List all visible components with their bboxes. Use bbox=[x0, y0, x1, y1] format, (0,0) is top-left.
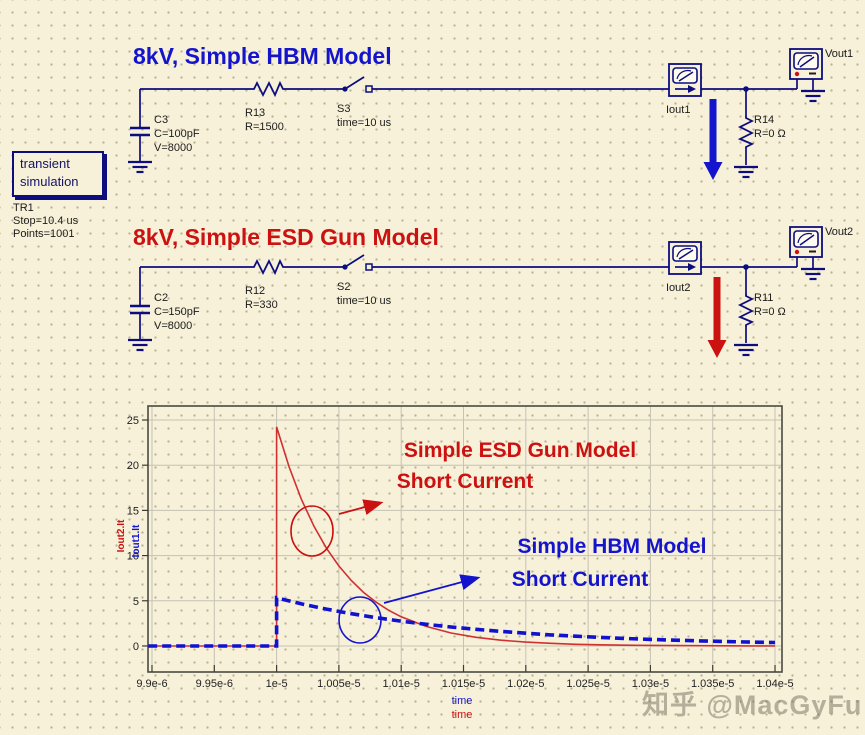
shunt-resistor-value: R=0 Ω bbox=[754, 128, 786, 140]
shunt-resistor-symbol[interactable] bbox=[739, 292, 753, 328]
switch-name: S2 bbox=[337, 281, 350, 293]
capacitor-init: V=8000 bbox=[154, 142, 192, 154]
capacitor-symbol[interactable] bbox=[128, 304, 152, 315]
circuit-hbm[interactable]: 8kV, Simple HBM Model C3 C=100pF V=8000 … bbox=[126, 43, 853, 180]
ammeter-name: Iout2 bbox=[666, 282, 690, 294]
curve-Iout2.It[interactable] bbox=[148, 426, 775, 647]
switch-symbol[interactable] bbox=[341, 76, 373, 93]
annotation-hbm-line2[interactable]: Short Current bbox=[512, 568, 649, 591]
circuit-schematics[interactable]: 8kV, Simple HBM Model C3 C=100pF V=8000 … bbox=[0, 0, 865, 395]
y-tick-label: 15 bbox=[127, 505, 139, 517]
watermark: 知乎 @MacGyFu bbox=[642, 690, 863, 720]
y-tick-label: 5 bbox=[133, 596, 139, 608]
shunt-resistor-value: R=0 Ω bbox=[754, 306, 786, 318]
annotation-esd-line1[interactable]: Simple ESD Gun Model bbox=[404, 439, 636, 462]
switch-name: S3 bbox=[337, 103, 350, 115]
circuit-esd-title[interactable]: 8kV, Simple ESD Gun Model bbox=[133, 224, 439, 250]
capacitor-init: V=8000 bbox=[154, 320, 192, 332]
ammeter-name: Iout1 bbox=[666, 104, 690, 116]
simulation-stop: Stop=10.4 us bbox=[13, 215, 79, 227]
ammeter-symbol[interactable] bbox=[668, 241, 702, 275]
wire[interactable] bbox=[139, 88, 797, 165]
circuit-hbm-title[interactable]: 8kV, Simple HBM Model bbox=[133, 43, 392, 69]
annotation-arrow-hbm[interactable] bbox=[383, 574, 481, 604]
annotation-hbm-line1[interactable]: Simple HBM Model bbox=[517, 535, 706, 558]
simulation-plot[interactable]: 9.9e-6 9.95e-6 1e-5 1.005e-5 1.01e-5 1.015e-5… bbox=[108, 395, 865, 730]
ammeter-symbol[interactable] bbox=[668, 63, 702, 97]
wire[interactable] bbox=[139, 266, 797, 343]
highlight-ellipse-esd[interactable] bbox=[290, 505, 334, 557]
x-tick-label: 1.035e-5 bbox=[691, 678, 734, 690]
circuit-esd[interactable]: 8kV, Simple ESD Gun Model C2 C=150pF V=8… bbox=[126, 224, 853, 358]
x-tick-label: 1.015e-5 bbox=[442, 678, 485, 690]
simulation-points: Points=1001 bbox=[13, 228, 75, 240]
x-tick-label: 1.025e-5 bbox=[566, 678, 609, 690]
series-resistor-name: R13 bbox=[245, 107, 265, 119]
capacitor-symbol[interactable] bbox=[128, 126, 152, 137]
shunt-resistor-name: R11 bbox=[754, 292, 773, 304]
switch-value: time=10 us bbox=[337, 117, 392, 129]
wire-junction bbox=[743, 264, 749, 270]
series-resistor-value: R=1500 bbox=[245, 121, 284, 133]
ground-icon bbox=[126, 338, 154, 352]
transient-simulation-block[interactable]: transient simulation bbox=[12, 151, 104, 197]
ground-icon bbox=[126, 160, 154, 174]
x-tick-label: 1e-5 bbox=[266, 678, 288, 690]
voltmeter-name: Vout2 bbox=[825, 226, 853, 238]
plot-frame[interactable] bbox=[147, 405, 783, 673]
voltmeter-name: Vout1 bbox=[825, 48, 853, 60]
capacitor-name: C3 bbox=[154, 114, 168, 126]
ground-icon bbox=[732, 165, 760, 179]
shunt-resistor-symbol[interactable] bbox=[739, 114, 753, 150]
series-resistor-symbol[interactable] bbox=[250, 82, 286, 96]
highlight-ellipse-hbm[interactable] bbox=[338, 596, 382, 644]
annotation-arrow-esd[interactable] bbox=[338, 499, 384, 516]
capacitor-value: C=100pF bbox=[154, 128, 200, 140]
yaxis-label-iout1: Iout1.It bbox=[131, 524, 142, 557]
shunt-resistor-name: R14 bbox=[754, 114, 774, 126]
simulation-name: TR1 bbox=[13, 202, 34, 214]
simulation-box-line2: simulation bbox=[20, 174, 79, 189]
y-tick-label: 10 bbox=[127, 551, 139, 563]
xaxis-label-time-red: time bbox=[452, 709, 473, 721]
plot-curves[interactable] bbox=[148, 426, 776, 648]
x-tick-label: 1.02e-5 bbox=[507, 678, 544, 690]
y-tick-label: 0 bbox=[133, 641, 139, 653]
switch-value: time=10 us bbox=[337, 295, 392, 307]
current-direction-arrow[interactable] bbox=[707, 277, 727, 358]
yaxis-label-iout2: Iout2.It bbox=[116, 519, 127, 552]
series-resistor-value: R=330 bbox=[245, 299, 278, 311]
ground-icon bbox=[732, 343, 760, 357]
y-tick-label: 20 bbox=[127, 460, 139, 472]
wire-junction bbox=[743, 86, 749, 92]
x-tick-label: 1.005e-5 bbox=[317, 678, 360, 690]
annotation-esd-line2[interactable]: Short Current bbox=[397, 470, 534, 493]
curve-Iout1.It[interactable] bbox=[148, 595, 776, 648]
transient-simulation-params: TR1 Stop=10.4 us Points=1001 bbox=[13, 202, 78, 241]
voltmeter-symbol[interactable] bbox=[790, 49, 825, 101]
x-tick-label: 1.01e-5 bbox=[383, 678, 420, 690]
x-tick-label: 1.03e-5 bbox=[632, 678, 669, 690]
y-tick-label: 25 bbox=[127, 415, 139, 427]
capacitor-value: C=150pF bbox=[154, 306, 200, 318]
simulation-box-line1: transient bbox=[20, 156, 70, 171]
x-tick-label: 9.95e-6 bbox=[196, 678, 233, 690]
voltmeter-symbol[interactable] bbox=[790, 227, 825, 279]
capacitor-name: C2 bbox=[154, 292, 168, 304]
series-resistor-symbol[interactable] bbox=[250, 260, 286, 274]
switch-symbol[interactable] bbox=[341, 254, 373, 271]
series-resistor-name: R12 bbox=[245, 285, 265, 297]
x-tick-label: 9.9e-6 bbox=[136, 678, 167, 690]
xaxis-label-time-blue: time bbox=[452, 695, 473, 707]
plot-ticks: 9.9e-6 9.95e-6 1e-5 1.005e-5 1.01e-5 1.015e-5… bbox=[127, 415, 794, 690]
current-direction-arrow[interactable] bbox=[703, 99, 723, 180]
x-tick-label: 1.04e-5 bbox=[756, 678, 793, 690]
